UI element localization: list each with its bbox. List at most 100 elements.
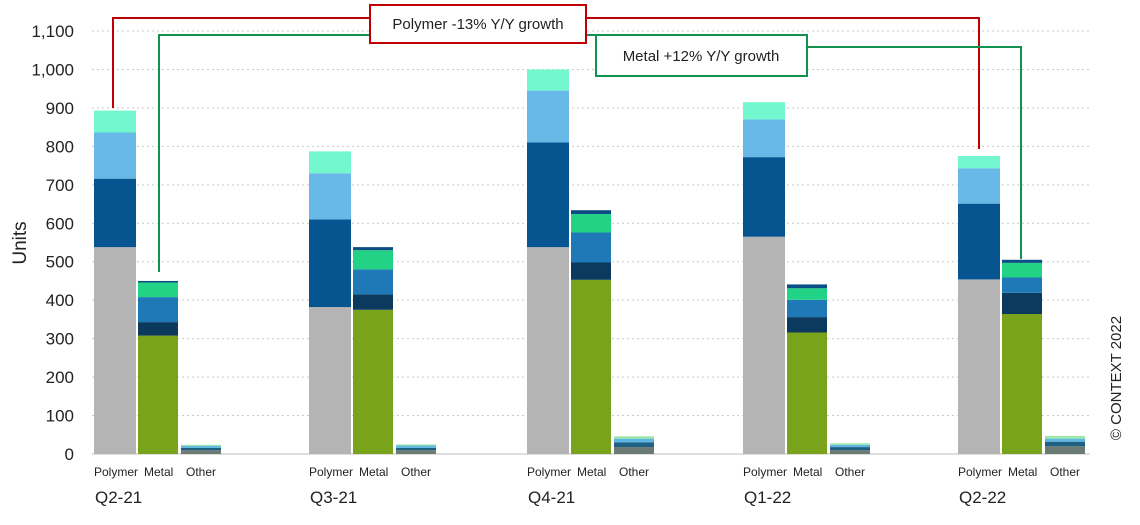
metal-connector-right [807, 46, 1022, 259]
bar-segment-polymer [958, 279, 1000, 454]
bar-segment-metal [353, 247, 393, 251]
quarter-label: Q3-21 [310, 488, 357, 507]
bar-segment-metal [787, 299, 827, 318]
bar-segment-metal [138, 297, 178, 323]
sub-category-label: Other [619, 465, 649, 479]
y-tick-label: 100 [46, 407, 74, 426]
bar-segment-metal [787, 288, 827, 300]
bars [94, 69, 1085, 454]
bar-segment-metal [138, 322, 178, 336]
sub-category-label: Metal [577, 465, 606, 479]
bar-segment-other [396, 445, 436, 448]
sub-category-label: Other [401, 465, 431, 479]
bar-segment-other [396, 447, 436, 451]
sub-category-label: Polymer [94, 465, 138, 479]
y-tick-label: 800 [46, 137, 74, 156]
bar-segment-other [181, 450, 221, 454]
bar-segment-polymer [743, 236, 785, 454]
bar-segment-other [181, 444, 221, 446]
bar-segment-polymer [309, 173, 351, 220]
bar-segment-metal [571, 279, 611, 454]
sub-category-label: Polymer [527, 465, 571, 479]
bar-segment-metal [571, 214, 611, 233]
sub-category-label: Other [1050, 465, 1080, 479]
bar-segment-metal [353, 294, 393, 310]
bar-segment-other [614, 436, 654, 439]
sub-category-label: Other [186, 465, 216, 479]
bar-segment-other [830, 443, 870, 445]
bar-segment-polymer [527, 142, 569, 248]
bar-segment-metal [1002, 259, 1042, 263]
bar-segment-metal [353, 309, 393, 454]
bar-segment-polymer [309, 219, 351, 308]
quarter-label: Q4-21 [528, 488, 575, 507]
metal-annotation-text: Metal +12% Y/Y growth [623, 48, 780, 65]
bar-segment-metal [787, 317, 827, 333]
bar-segment-polymer [743, 102, 785, 120]
sub-category-label: Metal [793, 465, 822, 479]
bar-segment-other [614, 438, 654, 443]
bar-segment-other [396, 450, 436, 454]
quarter-label: Q1-22 [744, 488, 791, 507]
y-tick-label: 900 [46, 99, 74, 118]
bar-segment-other [396, 444, 436, 446]
bar-segment-metal [1002, 292, 1042, 315]
bar-segment-other [1045, 441, 1085, 447]
bar-segment-metal [353, 269, 393, 295]
y-tick-label: 200 [46, 368, 74, 387]
polymer-connector-right [586, 17, 980, 149]
y-tick-label: 0 [65, 445, 74, 464]
y-tick-label: 700 [46, 176, 74, 195]
bar-segment-metal [571, 262, 611, 280]
bar-segment-polymer [94, 247, 136, 454]
bar-segment-polymer [94, 110, 136, 133]
bar-segment-other [1045, 446, 1085, 454]
bar-segment-polymer [309, 151, 351, 174]
bar-segment-other [614, 442, 654, 448]
bar-segment-polymer [958, 168, 1000, 204]
bar-segment-polymer [527, 69, 569, 91]
bar-segment-polymer [309, 307, 351, 454]
sub-category-label: Polymer [958, 465, 1002, 479]
bar-segment-other [830, 447, 870, 451]
gridlines [92, 30, 1090, 455]
bar-segment-other [830, 444, 870, 448]
y-tick-label: 1,000 [31, 60, 74, 79]
bar-segment-other [830, 450, 870, 454]
y-tick-label: 500 [46, 253, 74, 272]
bar-segment-metal [1002, 314, 1042, 454]
sub-category-label: Metal [1008, 465, 1037, 479]
bar-segment-metal [787, 332, 827, 454]
bar-segment-polymer [94, 132, 136, 179]
bar-segment-other [181, 445, 221, 448]
bar-segment-other [1045, 435, 1085, 439]
bar-segment-metal [138, 282, 178, 298]
quarter-label: Q2-22 [959, 488, 1006, 507]
bar-segment-metal [787, 284, 827, 289]
sub-category-label: Other [835, 465, 865, 479]
bar-segment-polymer [527, 247, 569, 454]
bar-segment-polymer [743, 157, 785, 237]
bar-segment-polymer [958, 203, 1000, 280]
sub-category-label: Polymer [743, 465, 787, 479]
bar-segment-metal [353, 250, 393, 270]
metal-annotation-box [595, 34, 808, 77]
sub-category-label: Polymer [309, 465, 353, 479]
polymer-connector-left [112, 17, 370, 108]
y-axis-ticks: 0 100 200 300 400 500 600 700 800 900 1,000 1,100 [31, 22, 74, 464]
bar-segment-polymer [94, 178, 136, 248]
bar-segment-metal [138, 335, 178, 454]
y-tick-label: 400 [46, 291, 74, 310]
bar-segment-metal [571, 210, 611, 215]
bar-segment-other [1045, 438, 1085, 442]
x-axis-labels: Polymer Metal Other Q2-21 Polymer Metal Other Q… [94, 465, 1080, 507]
bar-segment-metal [1002, 262, 1042, 278]
bar-segment-other [181, 447, 221, 451]
y-tick-label: 1,100 [31, 22, 74, 41]
bar-segment-metal [138, 280, 178, 283]
quarter-label: Q2-21 [95, 488, 142, 507]
y-axis-label: Units [10, 221, 31, 264]
bar-segment-polymer [958, 155, 1000, 169]
sub-category-label: Metal [144, 465, 173, 479]
bar-segment-polymer [527, 90, 569, 143]
